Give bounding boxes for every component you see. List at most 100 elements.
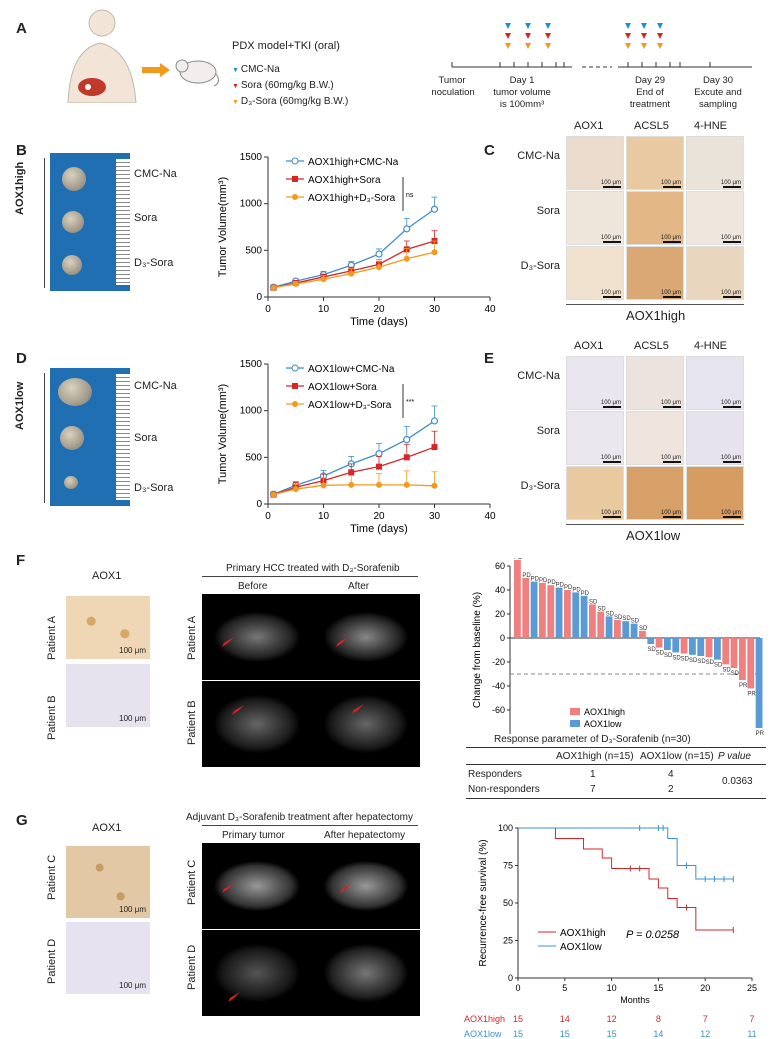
timeline-label: Day 29 End of treatment bbox=[630, 75, 670, 110]
ihc-row-label: D₃-Sora bbox=[520, 480, 560, 492]
scale-label: 100 μm bbox=[660, 510, 681, 516]
data-point bbox=[403, 225, 411, 233]
waterfall-chart: -60 -40 -20 0 20 40 60 Change from baseline (%)… bbox=[472, 558, 765, 737]
km-curve bbox=[518, 827, 734, 931]
waterfall-bar bbox=[730, 638, 738, 668]
response-label: SD bbox=[606, 611, 615, 617]
response-label: PD bbox=[572, 587, 581, 593]
mri-title-g: Adjuvant D₃-Sorafenib treatment after he… bbox=[186, 812, 413, 823]
ruler bbox=[116, 374, 130, 500]
timeline-label: Day 30 Excute and sampling bbox=[694, 75, 742, 110]
scale-label: 100 μm bbox=[660, 400, 681, 406]
dose-marker-icon bbox=[505, 43, 511, 49]
x-tick-label: 20 bbox=[700, 983, 710, 993]
panel-label-g: G bbox=[16, 812, 28, 829]
legend-marker bbox=[292, 176, 298, 182]
legend-marker bbox=[291, 157, 299, 165]
legend-label: CMC-Na bbox=[240, 64, 280, 75]
x-tick-label: 40 bbox=[484, 304, 496, 315]
waterfall-bar bbox=[555, 587, 563, 638]
ihc-image: 100 μm bbox=[566, 356, 624, 410]
scale-label: 100 μm bbox=[660, 290, 681, 296]
ihc-caption: AOX1high bbox=[626, 308, 686, 323]
legend-label: AOX1high bbox=[560, 928, 606, 939]
response-label: SD bbox=[706, 660, 715, 666]
arrow-right-icon bbox=[142, 63, 170, 77]
waterfall-bar bbox=[664, 638, 671, 650]
risk-count: 7 bbox=[749, 1014, 754, 1024]
waterfall-bar bbox=[622, 621, 630, 638]
legend-label: AOX1high+Sora bbox=[308, 175, 381, 186]
panel-label-f: F bbox=[16, 552, 26, 569]
scale-bar bbox=[603, 241, 621, 243]
table-cell: 1 bbox=[590, 769, 596, 780]
timeline-label: Day 1 tumor volume is 100mm³ bbox=[493, 75, 551, 110]
waterfall-bar bbox=[630, 623, 638, 638]
scale-bar bbox=[663, 186, 681, 188]
ihc-image: 100 μm bbox=[626, 136, 684, 190]
red-arrow-icon bbox=[228, 992, 240, 1002]
ihc-row-label: CMC-Na bbox=[517, 370, 560, 382]
x-tick-label: 10 bbox=[318, 511, 330, 522]
waterfall-bar bbox=[547, 585, 555, 638]
data-point bbox=[431, 249, 438, 256]
data-point bbox=[376, 264, 382, 271]
response-label: SD bbox=[722, 667, 731, 673]
scale-label: 100 μm bbox=[720, 455, 741, 461]
x-tick-label: 30 bbox=[429, 304, 441, 315]
data-point bbox=[403, 481, 410, 488]
dose-marker-icon bbox=[545, 33, 551, 39]
y-tick-label: 25 bbox=[503, 936, 513, 946]
tumor-sora-high bbox=[62, 211, 84, 233]
scale-label: 100 μm bbox=[600, 180, 621, 186]
scale-bar bbox=[723, 406, 741, 408]
x-axis-label: Time (days) bbox=[350, 523, 408, 535]
y-tick-label: 75 bbox=[503, 861, 513, 871]
y-axis-label: Recurrence-free survival (%) bbox=[478, 839, 489, 966]
side-line bbox=[44, 373, 45, 503]
response-label: SD bbox=[681, 657, 690, 663]
x-tick-label: 10 bbox=[318, 304, 330, 315]
y-tick-label: 0 bbox=[256, 499, 262, 510]
km-curve bbox=[518, 827, 734, 880]
waterfall-bar bbox=[755, 638, 763, 728]
response-label: PR bbox=[756, 731, 765, 737]
dose-marker-icon bbox=[641, 33, 647, 39]
y-axis-label: Tumor Volume(mm³) bbox=[217, 384, 229, 484]
scale-label: 100 μm bbox=[720, 180, 741, 186]
waterfall-bar bbox=[614, 620, 621, 638]
response-label: SD bbox=[614, 615, 623, 621]
scale-label: 100 μm bbox=[119, 646, 146, 655]
scale-label: 100 μm bbox=[600, 400, 621, 406]
risk-count: 15 bbox=[560, 1029, 570, 1039]
mri-col-after: After bbox=[348, 581, 370, 592]
waterfall-bar bbox=[655, 638, 663, 648]
dose-marker-icon bbox=[545, 43, 551, 49]
scale-label: 100 μm bbox=[660, 235, 681, 241]
scale-bar bbox=[723, 461, 741, 463]
ihc-col-header: ACSL5 bbox=[634, 340, 669, 352]
dose-marker-icon bbox=[625, 23, 631, 29]
aox1-title-f: AOX1 bbox=[92, 570, 122, 582]
data-point bbox=[430, 417, 439, 425]
aox1-title-g: AOX1 bbox=[92, 822, 122, 834]
ihc-image: 100 μm bbox=[626, 191, 684, 245]
group-label: D₃-Sora bbox=[134, 257, 174, 269]
triangle-marker-icon: ▼ bbox=[232, 83, 241, 90]
waterfall-bar bbox=[522, 578, 530, 638]
legend-swatch bbox=[570, 720, 580, 727]
dose-marker-icon bbox=[657, 43, 663, 49]
panel-label-a: A bbox=[16, 20, 27, 37]
table-row-label: Non-responders bbox=[468, 784, 540, 795]
timeline-label-line: Tumor bbox=[438, 75, 465, 86]
p-value: 0.0363 bbox=[722, 776, 753, 787]
legend-label: D₃-Sora (60mg/kg B.W.) bbox=[240, 96, 349, 107]
ihc-image: 100 μm bbox=[566, 136, 624, 190]
ihc-col-header: ACSL5 bbox=[634, 120, 669, 132]
legend-swatch bbox=[570, 708, 580, 715]
scale-bar bbox=[603, 296, 621, 298]
mri-image bbox=[202, 930, 312, 1016]
response-label: SD bbox=[647, 647, 656, 653]
waterfall-bar bbox=[697, 638, 705, 656]
legend-marker bbox=[292, 383, 298, 389]
